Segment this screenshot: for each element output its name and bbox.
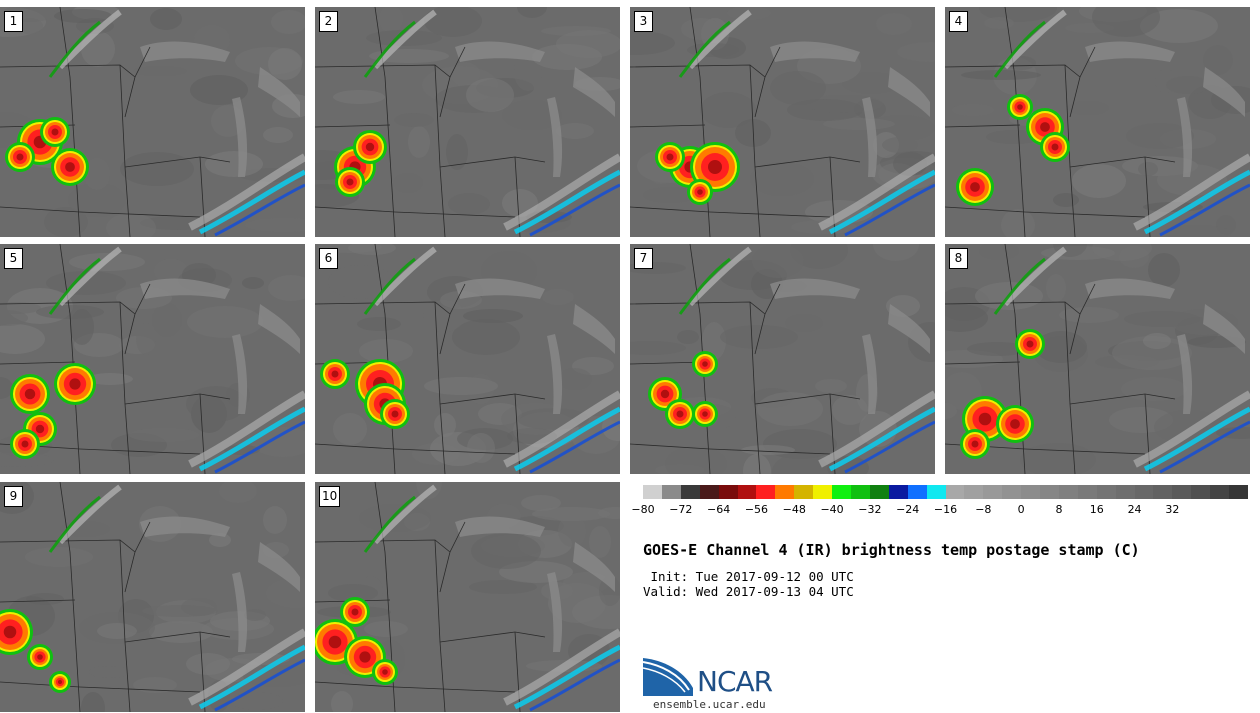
colorbar-swatch xyxy=(1115,485,1135,499)
site-url: ensemble.ucar.edu xyxy=(653,698,766,711)
panel-label: 4 xyxy=(949,11,968,32)
colorbar-swatch xyxy=(1021,485,1041,499)
init-time: Init: Tue 2017-09-12 00 UTC xyxy=(643,569,854,584)
stamp-panel-8: 8 xyxy=(945,244,1250,474)
colorbar-swatch xyxy=(1229,485,1248,499)
panel-label: 9 xyxy=(4,486,23,507)
stamp-panel-2: 2 xyxy=(315,7,620,237)
colorbar-swatch xyxy=(737,485,757,499)
colorbar-tick-label: −32 xyxy=(858,503,882,516)
colorbar-tick-label: 24 xyxy=(1127,503,1142,516)
colorbar-swatch xyxy=(699,485,719,499)
colorbar-swatch xyxy=(1096,485,1116,499)
colorbar-tick-label: −72 xyxy=(669,503,693,516)
colorbar-swatch xyxy=(1191,485,1211,499)
colorbar-swatch xyxy=(964,485,984,499)
stamp-panel-6: 6 xyxy=(315,244,620,474)
colorbar-swatch xyxy=(850,485,870,499)
colorbar-swatch xyxy=(1153,485,1173,499)
colorbar-swatch xyxy=(1210,485,1230,499)
colorbar-swatch xyxy=(680,485,700,499)
panel-label: 1 xyxy=(4,11,23,32)
colorbar-swatch xyxy=(775,485,795,499)
colorbar-tick-label: −24 xyxy=(896,503,920,516)
stamp-panel-9: 9 xyxy=(0,482,305,712)
stamp-panel-1: 1 xyxy=(0,7,305,237)
panel-label: 2 xyxy=(319,11,338,32)
valid-time: Valid: Wed 2017-09-13 04 UTC xyxy=(643,584,854,599)
colorbar-tick-label: 32 xyxy=(1165,503,1180,516)
stamp-panel-5: 5 xyxy=(0,244,305,474)
colorbar-swatch xyxy=(907,485,927,499)
colorbar-tick-label: −80 xyxy=(631,503,655,516)
colorbar-tick-label: 16 xyxy=(1089,503,1104,516)
ncar-logo-text: NCAR xyxy=(697,665,773,698)
colorbar-swatch xyxy=(756,485,776,499)
panel-label: 7 xyxy=(634,248,653,269)
colorbar-tick-label: 8 xyxy=(1055,503,1063,516)
colorbar-swatch xyxy=(718,485,738,499)
ncar-logo xyxy=(643,658,693,696)
stamp-panel-3: 3 xyxy=(630,7,935,237)
colorbar-swatch xyxy=(1058,485,1078,499)
stamp-panel-7: 7 xyxy=(630,244,935,474)
colorbar-tick-label: −64 xyxy=(707,503,731,516)
colorbar-swatch xyxy=(926,485,946,499)
colorbar-swatch xyxy=(832,485,851,499)
colorbar-tick-label: 0 xyxy=(1017,503,1025,516)
colorbar-swatch xyxy=(1040,485,1059,499)
colorbar-tick-label: −16 xyxy=(933,503,958,516)
colorbar-swatch xyxy=(1172,485,1192,499)
panel-label: 5 xyxy=(4,248,23,269)
colorbar-swatch xyxy=(643,485,662,499)
panel-label: 3 xyxy=(634,11,653,32)
colorbar-tick-label: −48 xyxy=(782,503,806,516)
stamp-panel-4: 4 xyxy=(945,7,1250,237)
panel-label: 6 xyxy=(319,248,338,269)
colorbar-swatch xyxy=(945,485,965,499)
colorbar-swatch xyxy=(1002,485,1022,499)
temperature-colorbar xyxy=(643,485,1248,499)
colorbar-swatch xyxy=(888,485,908,499)
colorbar-swatch xyxy=(813,485,833,499)
colorbar-tick-label: −40 xyxy=(820,503,844,516)
figure-title: GOES-E Channel 4 (IR) brightness temp po… xyxy=(643,541,1140,559)
panel-label: 10 xyxy=(319,486,341,507)
colorbar-ticks: −80 −72 −64 −56 −48 −40 −32 −24 −16 −8 0 8 16 24 32 xyxy=(631,503,1248,517)
colorbar-tick-label: −8 xyxy=(975,503,992,516)
colorbar-swatch xyxy=(1134,485,1154,499)
colorbar-swatch xyxy=(983,485,1003,499)
colorbar-swatch xyxy=(661,485,681,499)
colorbar-swatch xyxy=(794,485,814,499)
colorbar-swatch xyxy=(1077,485,1097,499)
colorbar-swatch xyxy=(869,485,889,499)
colorbar-tick-label: −56 xyxy=(744,503,769,516)
panel-label: 8 xyxy=(949,248,968,269)
stamp-panel-10: 10 xyxy=(315,482,620,712)
